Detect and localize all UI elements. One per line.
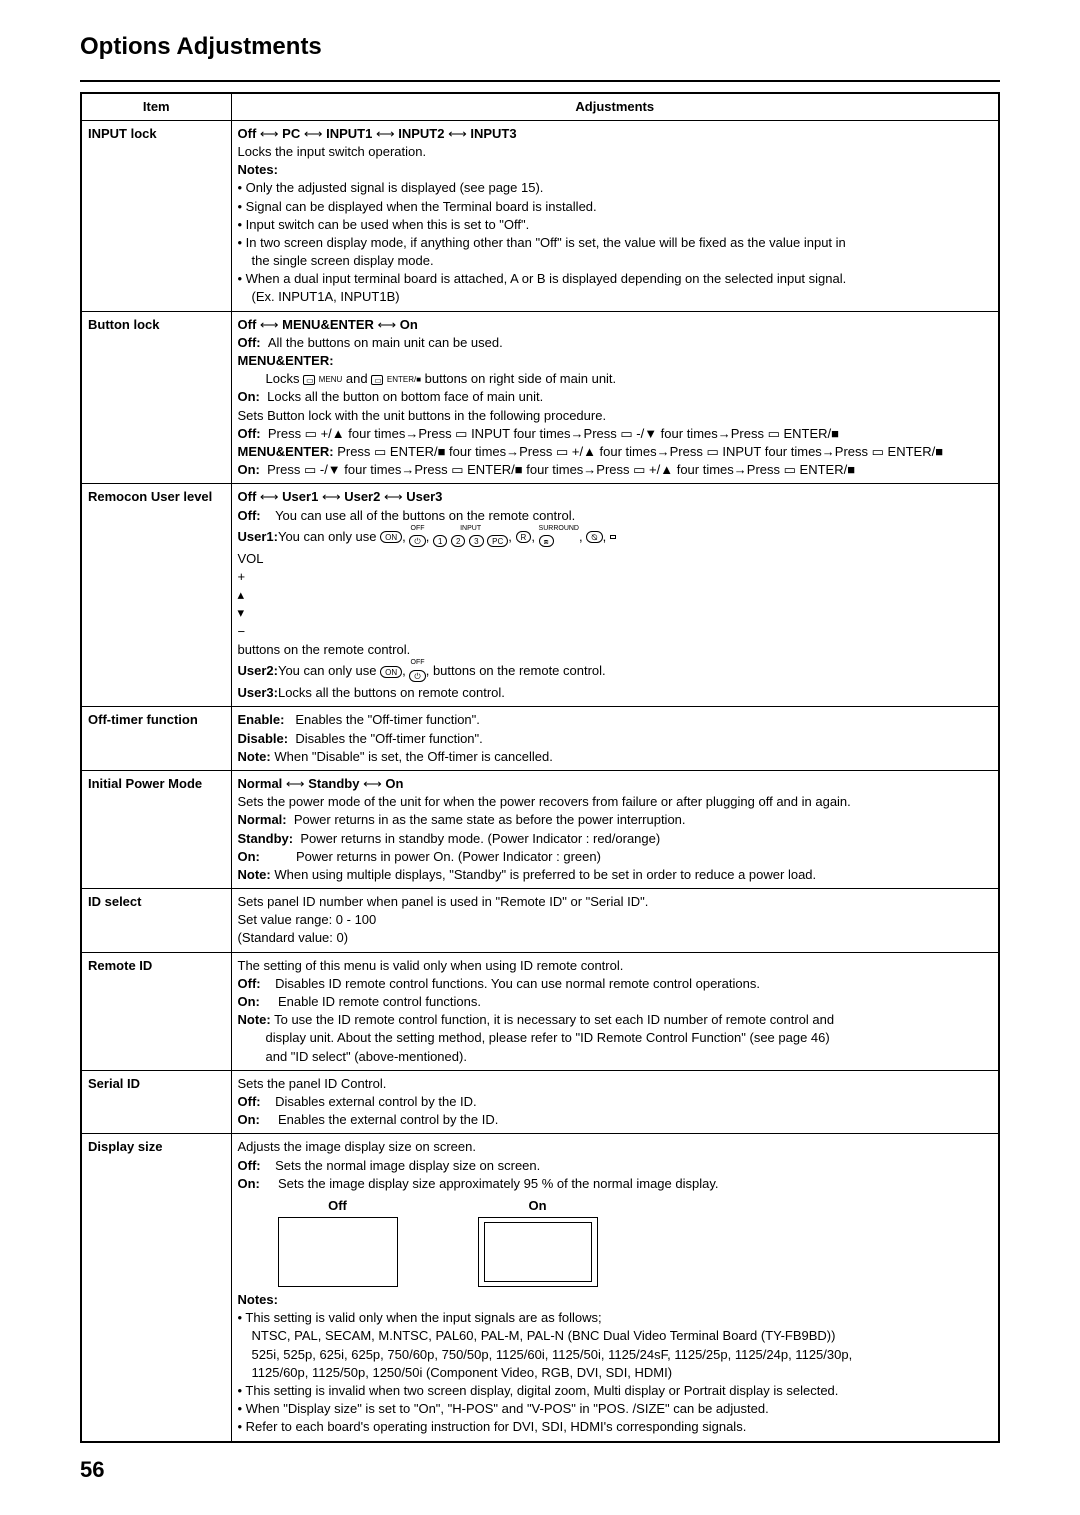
page-title: Options Adjustments (80, 30, 1000, 68)
adj-serial-id: Sets the panel ID Control. Off: Disables… (231, 1070, 999, 1134)
rc-on-icon: ON (380, 666, 402, 678)
rc-recall-icon: R (516, 531, 532, 543)
display-off-diagram: Off (278, 1197, 398, 1287)
rc-on-icon: ON (380, 531, 402, 543)
rc-mute-icon: ⦰ (586, 531, 602, 543)
item-ipm: Initial Power Mode (81, 770, 231, 888)
adj-id-select: Sets panel ID number when panel is used … (231, 889, 999, 953)
display-on-diagram: On (478, 1197, 598, 1287)
row-id-select: ID select Sets panel ID number when pane… (81, 889, 999, 953)
item-display-size: Display size (81, 1134, 231, 1442)
row-display-size: Display size Adjusts the image display s… (81, 1134, 999, 1442)
item-remocon: Remocon User level (81, 484, 231, 707)
item-remote-id: Remote ID (81, 952, 231, 1070)
title-rule (80, 80, 1000, 82)
item-off-timer: Off-timer function (81, 707, 231, 771)
row-input-lock: INPUT lock Off ⟷ PC ⟷ INPUT1 ⟷ INPUT2 ⟷ … (81, 120, 999, 311)
row-remocon: Remocon User level Off ⟷ User1 ⟷ User2 ⟷… (81, 484, 999, 707)
adj-remocon: Off ⟷ User1 ⟷ User2 ⟷ User3 Off: You can… (231, 484, 999, 707)
adj-ipm: Normal ⟷ Standby ⟷ On Sets the power mod… (231, 770, 999, 888)
col-adjustments: Adjustments (231, 93, 999, 121)
rc-vol-icon (610, 535, 616, 539)
item-serial-id: Serial ID (81, 1070, 231, 1134)
adj-input-lock: Off ⟷ PC ⟷ INPUT1 ⟷ INPUT2 ⟷ INPUT3 Lock… (231, 120, 999, 311)
item-button-lock: Button lock (81, 311, 231, 484)
enter-btn-icon: ▭ (371, 375, 383, 385)
row-ipm: Initial Power Mode Normal ⟷ Standby ⟷ On… (81, 770, 999, 888)
adj-display-size: Adjusts the image display size on screen… (231, 1134, 999, 1442)
options-table: Item Adjustments INPUT lock Off ⟷ PC ⟷ I… (80, 92, 1000, 1443)
adj-button-lock: Off ⟷ MENU&ENTER ⟷ On Off: All the butto… (231, 311, 999, 484)
row-serial-id: Serial ID Sets the panel ID Control. Off… (81, 1070, 999, 1134)
item-id-select: ID select (81, 889, 231, 953)
adj-remote-id: The setting of this menu is valid only w… (231, 952, 999, 1070)
col-item: Item (81, 93, 231, 121)
row-remote-id: Remote ID The setting of this menu is va… (81, 952, 999, 1070)
table-header-row: Item Adjustments (81, 93, 999, 121)
row-button-lock: Button lock Off ⟷ MENU&ENTER ⟷ On Off: A… (81, 311, 999, 484)
page-number: 56 (80, 1455, 1000, 1486)
row-off-timer: Off-timer function Enable: Enables the "… (81, 707, 999, 771)
menu-btn-icon: ▭ (303, 375, 315, 385)
item-input-lock: INPUT lock (81, 120, 231, 311)
adj-off-timer: Enable: Enables the "Off-timer function"… (231, 707, 999, 771)
